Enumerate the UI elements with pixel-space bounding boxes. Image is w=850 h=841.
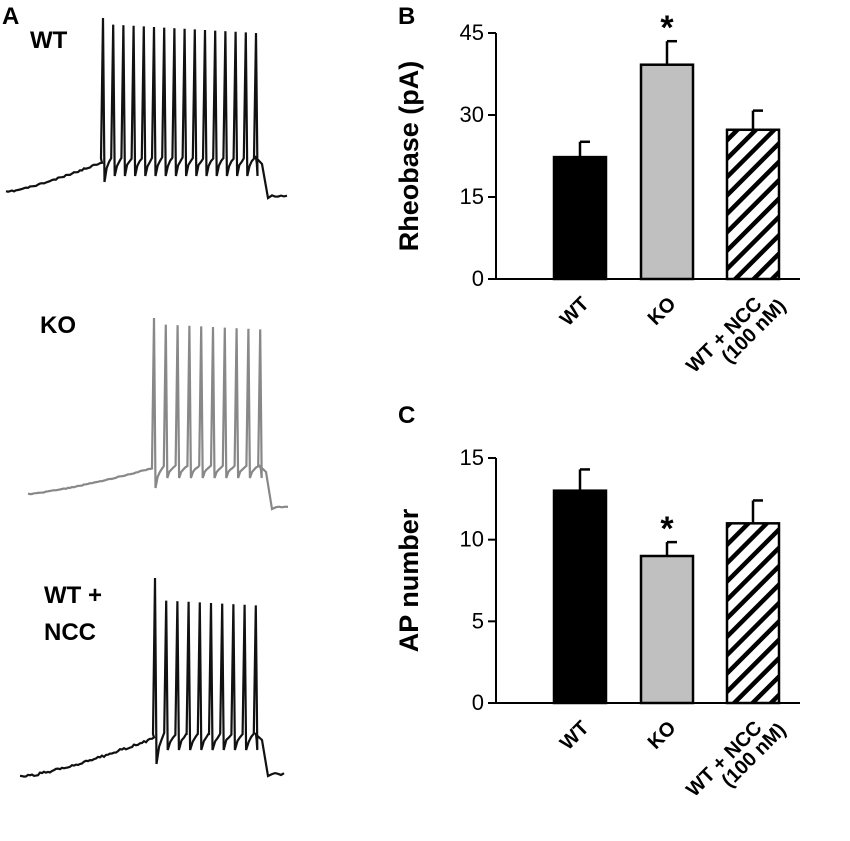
y-axis-label: AP number xyxy=(394,508,424,652)
significance-star: * xyxy=(660,510,674,548)
panel-label-b: B xyxy=(398,3,415,30)
trace-ncc xyxy=(19,577,285,778)
y-tick-label: 0 xyxy=(472,690,484,715)
bar-wt xyxy=(552,489,608,705)
y-tick-label: 15 xyxy=(460,184,484,209)
category-label: KO xyxy=(644,717,681,754)
category-label: KO xyxy=(644,293,681,330)
y-tick-label: 30 xyxy=(460,102,484,127)
category-label: WT xyxy=(556,293,594,331)
panel-label-a: A xyxy=(2,3,19,30)
bar-wt-ncc xyxy=(725,522,781,705)
y-tick-label: 15 xyxy=(460,445,484,470)
bar-ko xyxy=(639,554,695,705)
y-tick-label: 5 xyxy=(472,608,484,633)
bar-wt-ncc xyxy=(725,128,781,281)
panel-label-c: C xyxy=(398,402,415,429)
bar-wt xyxy=(552,155,608,281)
y-tick-label: 10 xyxy=(460,527,484,552)
y-tick-label: 45 xyxy=(460,20,484,45)
y-axis-label: Rheobase (pA) xyxy=(394,61,424,252)
trace-ko xyxy=(27,317,289,511)
significance-star: * xyxy=(660,9,674,47)
trace-label-ncc-line1: WT + xyxy=(44,582,102,609)
bar-ko xyxy=(639,63,695,281)
trace-label-ncc-line2: NCC xyxy=(44,619,96,646)
panel-a: A WT KO WT + NCC xyxy=(2,3,289,778)
trace-wt xyxy=(5,17,288,200)
trace-label-ko: KO xyxy=(40,312,76,339)
trace-label-wt: WT xyxy=(30,27,68,54)
y-tick-label: 0 xyxy=(472,266,484,291)
category-label: WT xyxy=(556,717,594,755)
